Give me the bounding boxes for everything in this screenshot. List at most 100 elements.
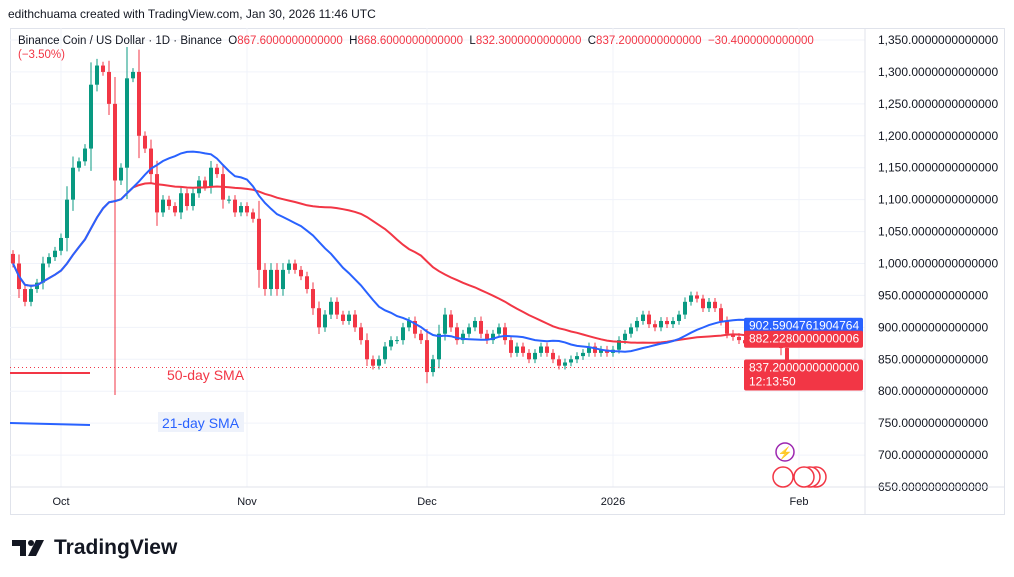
candle-body [251,212,255,219]
candle-body [569,359,573,363]
candle-body [737,336,741,341]
y-tick-label: 850.0000000000000 [878,352,988,366]
chart-frame [10,28,1005,515]
candle-body [455,327,459,341]
candle-body [503,327,507,341]
us-flag-event-icon [793,466,815,488]
y-tick-label: 750.0000000000000 [878,416,988,430]
candle-body [551,352,555,360]
candle-body [275,269,279,290]
x-tick-label: Nov [237,496,257,508]
candle-body [233,199,237,213]
sma21-price-label: 902.5904761904764 [749,319,859,333]
candle-body [287,263,291,270]
candle-body [77,161,81,168]
candle-body [311,289,315,309]
candle-body [269,269,273,290]
sma21-legend-line [10,422,91,426]
tradingview-logo[interactable]: TradingView [12,536,177,560]
candle-body [431,359,435,373]
sma-line-50 [12,182,788,344]
candle-body [467,327,471,334]
last-price-label: 837.2000000000000 [749,360,859,374]
candle-body [545,346,549,353]
close-label: C [587,35,597,47]
y-tick-label: 700.0000000000000 [878,448,988,462]
candle-body [521,346,525,353]
low-label: L [469,35,476,47]
candle-body [143,135,147,149]
candle-body [359,327,363,341]
candle-body [629,327,633,334]
candle-body [335,301,339,315]
candle-body [293,263,297,270]
y-tick-label: 900.0000000000000 [878,320,988,334]
candle-body [377,359,381,366]
candle-body [89,84,93,149]
candle-body [371,359,375,366]
candle-body [593,346,597,353]
x-tick-label: Feb [790,496,809,508]
candle-body [485,333,489,341]
candle-body [539,346,543,353]
candle-body [137,71,141,136]
sma-line-21 [12,150,788,353]
y-tick-label: 1,350.0000000000000 [878,33,998,47]
sma21-price-label-bg [744,317,863,335]
candle-body [59,237,63,251]
candle-body [329,301,333,315]
candle-body [23,289,27,302]
candle-body [617,340,621,350]
y-tick-label: 1,050.0000000000000 [878,225,998,239]
candle-body [533,352,537,360]
candle-body [83,148,87,162]
candle-body [389,340,393,347]
candle-body [677,314,681,321]
candle-body [689,295,693,302]
candle-body [719,308,723,321]
candle-body [443,314,447,334]
candle-body [95,65,99,85]
symbol-legend: Binance Coin / US Dollar · 1D · Binance … [18,34,858,62]
candle-body [401,327,405,341]
candle-body [683,301,687,315]
x-tick-label: 2026 [601,496,625,508]
candle-body [695,295,699,299]
y-tick-label: 950.0000000000000 [878,288,988,302]
price-chart[interactable]: 1,350.0000000000000 1,300.0000000000000 1,… [10,28,1005,515]
candle-body [659,320,663,328]
candle-body [497,327,501,334]
candle-body [71,167,75,200]
candle-body [341,314,345,321]
y-tick-label: 1,300.0000000000000 [878,65,998,79]
candle-body [191,193,195,207]
candle-body [131,71,135,79]
y-tick-label: 1,100.0000000000000 [878,193,998,207]
sma21-legend-bg [158,412,244,432]
candle-body [407,320,411,328]
candle-body [113,103,117,181]
candle-body [449,314,453,328]
open-value: 867.6000000000000 [237,35,343,47]
candle-body [509,340,513,353]
candle-body [425,340,429,373]
change-value: −30.4000000000000 (−3.50%) [18,35,814,61]
candle-body [101,65,105,72]
candle-body [209,167,213,187]
candle-body [641,314,645,321]
candle-body [167,199,171,207]
candle-body [515,346,519,353]
candle-body [317,308,321,328]
candle-body [665,320,669,325]
candle-body [203,180,207,187]
candle-body [713,301,717,309]
candle-body [599,349,603,353]
candle-body [125,78,129,168]
candle-body [281,269,285,290]
open-label: O [228,35,238,47]
candle-body [413,320,417,334]
candle-body [305,276,309,290]
candle-body [785,348,789,368]
sma50-price-label: 882.2280000000006 [749,332,859,346]
sma50-price-label-bg [744,330,863,348]
